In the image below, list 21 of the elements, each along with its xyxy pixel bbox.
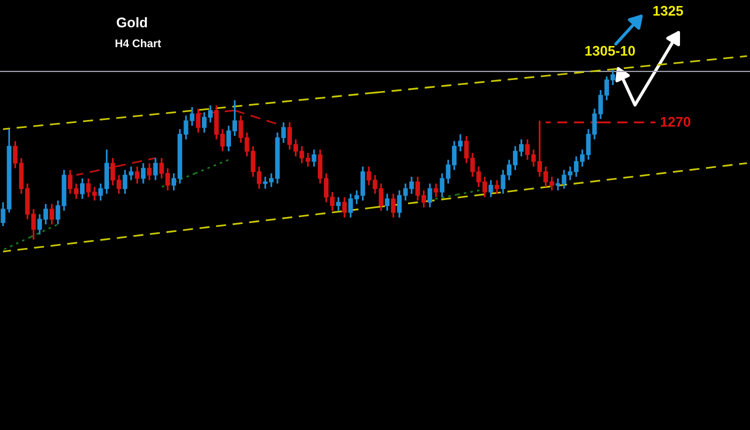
candlestick <box>50 203 54 226</box>
candlestick <box>494 179 500 195</box>
candlestick <box>488 179 494 198</box>
candlestick <box>153 157 158 181</box>
candlestick <box>196 108 200 134</box>
annotation: 1270 <box>660 116 690 127</box>
candlestick <box>140 162 146 184</box>
candlestick <box>428 182 432 208</box>
candlestick <box>336 196 341 212</box>
candlestick <box>147 162 152 181</box>
candlestick <box>80 178 85 200</box>
candlestick <box>312 148 316 168</box>
candlestick <box>342 196 347 218</box>
candlestick <box>434 182 438 198</box>
text: 1305-10 <box>585 46 635 56</box>
chart-title: Gold <box>116 17 147 28</box>
candlestick <box>134 166 140 184</box>
candlestick <box>390 192 396 218</box>
text: 1325 <box>653 6 684 16</box>
chart-subtitle: H4 Chart <box>116 39 162 48</box>
candlestick <box>384 192 390 212</box>
